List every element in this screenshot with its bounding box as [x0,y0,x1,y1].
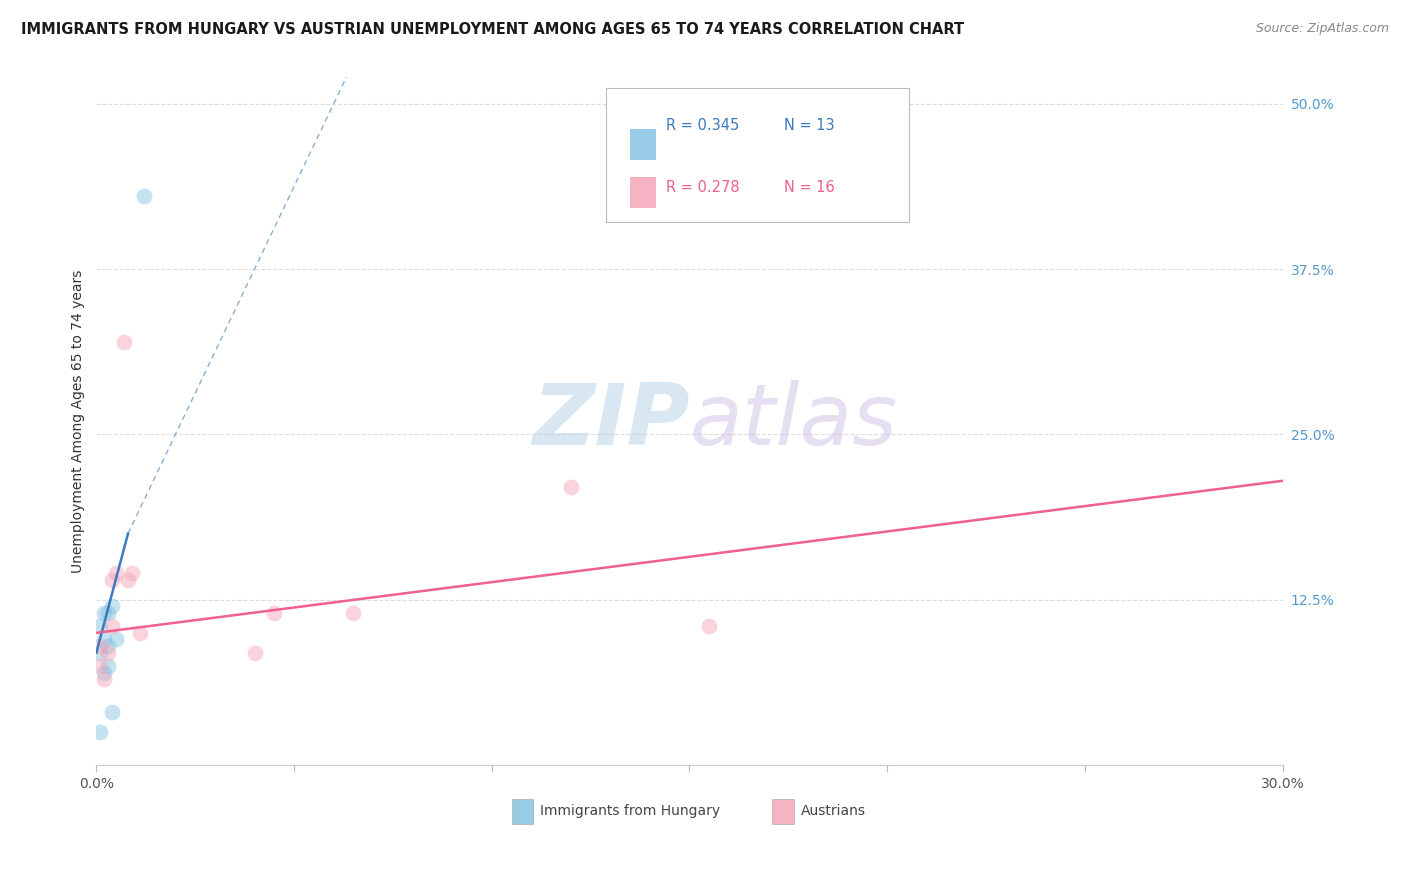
Point [243,646,266,660]
Point [117,573,139,587]
Point [121,566,143,581]
Point [342,606,364,620]
Text: atlas: atlas [689,380,897,463]
Bar [512,799,533,823]
Text: N = 13: N = 13 [785,118,835,133]
Bar [630,129,657,160]
Bar [772,799,794,823]
Point [97,646,120,660]
Text: Source: ZipAtlas.com: Source: ZipAtlas.com [1256,22,1389,36]
Point [697,619,720,633]
Bar [630,178,657,208]
Point [97,659,120,673]
Point [101,705,124,719]
Text: ZIP: ZIP [531,380,689,463]
Text: Austrians: Austrians [801,805,866,818]
Point [105,632,128,647]
Point [112,334,135,349]
Y-axis label: Unemployment Among Ages 65 to 74 years: Unemployment Among Ages 65 to 74 years [72,269,86,573]
FancyBboxPatch shape [606,87,908,222]
Point [89,659,111,673]
Point [89,725,111,739]
Text: N = 16: N = 16 [785,180,835,195]
Point [93,665,115,680]
Point [93,672,115,686]
Point [89,619,111,633]
Point [101,619,124,633]
Point [105,566,128,581]
Point [93,606,115,620]
Point [101,573,124,587]
Point [89,639,111,653]
Point [89,646,111,660]
Text: R = 0.278: R = 0.278 [665,180,740,195]
Point [263,606,285,620]
Point [560,480,582,494]
Text: IMMIGRANTS FROM HUNGARY VS AUSTRIAN UNEMPLOYMENT AMONG AGES 65 TO 74 YEARS CORRE: IMMIGRANTS FROM HUNGARY VS AUSTRIAN UNEM… [21,22,965,37]
Point [93,632,115,647]
Point [101,599,124,614]
Point [132,189,155,203]
Text: R = 0.345: R = 0.345 [665,118,740,133]
Point [97,606,120,620]
Point [97,639,120,653]
Text: Immigrants from Hungary: Immigrants from Hungary [540,805,720,818]
Point [128,625,150,640]
